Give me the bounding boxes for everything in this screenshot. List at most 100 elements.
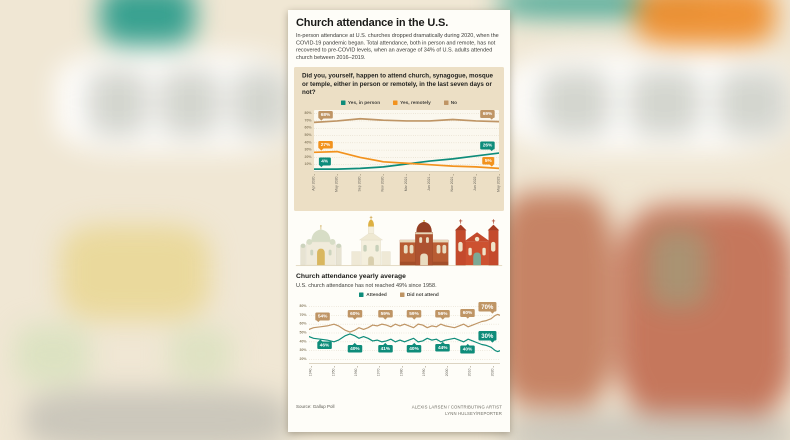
x-axis-tick-label: Mar 2021 — [404, 176, 408, 192]
value-callout: 56% — [435, 309, 450, 320]
line-chart-svg — [308, 306, 501, 364]
callout-tail — [465, 343, 470, 349]
footer: Source: Gallup Poll ALEXIS LARSEN / CONT… — [296, 404, 502, 417]
x-axis-tick — [452, 174, 454, 176]
value-callout: 60% — [460, 309, 475, 319]
backdrop-blob — [60, 225, 210, 320]
yearly-average-chart: 80% 70% 60% 50% 40% 30% 20% 54% 60% 59% 59% 56% 60%… — [296, 302, 502, 386]
legend-label: Yes, remotely — [400, 100, 431, 106]
value-callout: 60% — [347, 309, 363, 320]
infographic-content: Church attendance in the U.S. In-person … — [288, 10, 510, 432]
page-title: Church attendance in the U.S. — [296, 16, 449, 29]
x-axis-tick — [475, 174, 477, 176]
chart-plot-area: 68% 69% 27% 26% 4% 5% — [313, 110, 500, 172]
x-axis-tick — [424, 366, 426, 368]
x-axis-tick — [311, 366, 312, 368]
backdrop-blob — [100, 0, 195, 45]
value-callout: 41% — [378, 342, 393, 353]
x-axis-tick-label: Nov 2020 — [381, 176, 385, 192]
value-callout: 30% — [478, 331, 497, 343]
x-axis-labels: Apr 2020 May 2020 Sep 2020 Nov 2020 Mar 2021… — [311, 174, 500, 200]
x-axis-tick-label: 1950 — [331, 368, 336, 377]
legend-swatch-icon — [340, 100, 346, 105]
credits: ALEXIS LARSEN / CONTRIBUTING ARTIST LYNN… — [412, 404, 502, 417]
line-chart-svg — [313, 113, 500, 172]
temple-icon — [399, 219, 449, 266]
value-callout: 40% — [406, 342, 422, 353]
yearly-chart-legend: Attended Did not attend — [288, 292, 510, 298]
legend-item: Did not attend — [399, 292, 439, 298]
y-axis-tick-label: 60% — [299, 322, 307, 326]
x-axis-tick — [379, 366, 380, 368]
x-axis-tick-label: Apr 2020 — [311, 176, 316, 191]
value-callout: 59% — [378, 309, 393, 320]
callout-tail — [318, 339, 323, 344]
x-axis-labels: 1940 1950 1960 1970 1980 1990 2000 2010 2020 — [309, 366, 500, 392]
x-axis-tick — [429, 174, 431, 176]
callout-tail — [383, 342, 388, 348]
y-axis-tick-label: 30% — [299, 348, 307, 353]
value-callout: 26% — [480, 141, 495, 152]
y-axis-labels: 80% 70% 60% 50% 40% 30% 20% 10% — [301, 110, 313, 172]
x-axis-tick-label: Jun 2021 — [427, 176, 431, 191]
x-axis-tick-label: 1970 — [377, 368, 381, 377]
backdrop-blob — [648, 228, 708, 308]
x-axis-tick — [356, 366, 358, 368]
ground-line — [295, 265, 503, 267]
y-axis-tick-label: 70% — [299, 313, 307, 317]
value-callout: 44% — [435, 342, 450, 352]
mosque-icon — [300, 225, 342, 266]
legend-item: Attended — [359, 292, 387, 298]
backdrop-blob — [25, 390, 290, 440]
x-axis-tick-label: May 2020 — [334, 176, 339, 192]
y-axis-tick-label: 20% — [299, 357, 307, 362]
backdrop-blob — [540, 70, 610, 136]
y-axis-tick-label: 40% — [299, 339, 307, 344]
x-axis-tick — [383, 174, 384, 176]
x-axis-tick — [337, 174, 338, 176]
x-axis-tick — [334, 366, 335, 368]
value-callout: 4% — [318, 157, 331, 168]
y-axis-tick-label: 20% — [304, 155, 312, 159]
survey-question-panel: Did you, yourself, happen to attend chur… — [294, 67, 504, 211]
y-axis-tick-label: 10% — [304, 162, 312, 167]
series-line-attended — [308, 333, 501, 353]
y-axis-tick-label: 50% — [304, 133, 312, 138]
x-axis-tick-label: 1990 — [422, 368, 427, 377]
backdrop-blob — [88, 70, 148, 136]
source-text: Source: Gallup Poll — [296, 404, 335, 409]
intro-text: In-person attendance at U.S. churches dr… — [296, 32, 499, 61]
value-callout: 27% — [318, 140, 333, 151]
infographic-card: Church attendance in the U.S. In-person … — [288, 10, 510, 432]
value-callout: 59% — [406, 309, 422, 320]
x-axis-tick-label: 1940 — [309, 368, 313, 377]
series-line-did-not-attend — [308, 313, 501, 333]
x-axis-tick-label: 2000 — [445, 368, 449, 377]
backdrop-blob — [718, 70, 788, 136]
x-axis-tick-label: 2010 — [468, 368, 472, 377]
legend-swatch-icon — [393, 100, 398, 105]
x-axis-tick — [493, 366, 494, 368]
x-axis-tick-label: Nov 2021 — [450, 176, 455, 192]
series-line-no — [313, 117, 500, 124]
x-axis-tick — [499, 174, 500, 176]
value-callout: 70% — [478, 302, 497, 314]
y-axis-labels: 80% 70% 60% 50% 40% 30% 20% — [296, 302, 308, 364]
value-callout: 46% — [317, 339, 332, 350]
value-callout: 5% — [482, 156, 495, 167]
value-callout: 68% — [318, 110, 333, 121]
callout-tail — [440, 342, 445, 347]
backdrop-blob — [232, 70, 290, 136]
x-axis-tick — [470, 366, 471, 368]
series-line-yes-remotely — [313, 150, 500, 170]
chart-plot-area: 54% 60% 59% 59% 56% 60% 70% 46% 40% 41% 40% 44% 40% 3… — [308, 302, 501, 364]
credit-reporter: LYNN HULSEY/REPORTER — [445, 410, 502, 416]
section2-subtitle: U.S. church attendance has not reached 4… — [296, 282, 437, 289]
callout-tail — [411, 342, 417, 348]
value-callout: 40% — [347, 342, 363, 353]
value-callout: 69% — [480, 110, 495, 120]
credit-artist: ALEXIS LARSEN / CONTRIBUTING ARTIST — [411, 404, 502, 410]
backdrop-blob — [170, 328, 232, 380]
church-icon — [454, 219, 500, 266]
x-axis-tick-label: Jun 2022 — [473, 176, 478, 191]
